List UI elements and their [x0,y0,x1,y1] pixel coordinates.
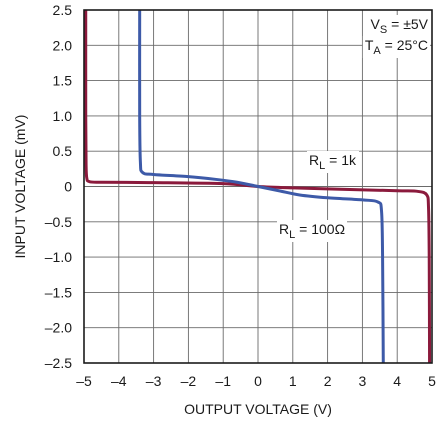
x-tick-label: 3 [359,373,367,389]
x-tick-label: 4 [393,373,401,389]
vs-annotation-bg [368,15,431,37]
vs-annotation: VS = ±5V [371,16,429,36]
rl-1k-annotation: RL = 1k [309,152,357,172]
series-lines [84,9,432,364]
y-tick-label: –1.5 [45,284,72,300]
series-line-rl-100 [138,9,385,364]
y-tick-label: –2.5 [45,355,72,371]
rl-100-annotation-bg [277,220,348,242]
y-tick-label: 2.0 [53,37,73,53]
y-tick-label: 0.5 [53,143,73,159]
y-tick-label: –1.0 [45,249,72,265]
x-tick-label: –1 [215,373,231,389]
y-tick-label: 1.0 [53,108,73,124]
rl-1k-annotation-bg [307,151,359,173]
rl-100-annotation: RL = 100Ω [279,221,345,241]
ta-annotation-bg [362,36,430,58]
x-tick-label: –3 [146,373,162,389]
y-tick-label: –0.5 [45,214,72,230]
ta-annotation: TA = 25°C [365,37,428,57]
x-tick-label: 0 [254,373,262,389]
y-tick-labels: 2.5 2.0 1.5 1.0 0.5 0 –0.5 –1.0 –1.5 –2.0 –2.5 [45,2,72,371]
y-tick-label: 2.5 [53,2,73,18]
x-tick-labels: –5 –4 –3 –2 –1 0 1 2 3 4 5 [76,373,436,389]
x-axis-label: OUTPUT VOLTAGE (V) [184,401,332,417]
y-tick-label: 0 [64,179,72,195]
x-tick-label: 2 [324,373,332,389]
x-tick-label: –5 [76,373,92,389]
plot-frame [83,9,433,364]
x-tick-label: –2 [181,373,197,389]
x-tick-label: 1 [289,373,297,389]
y-tick-label: –2.0 [45,320,72,336]
y-tick-label: 1.5 [53,73,73,89]
x-tick-label: –4 [111,373,127,389]
x-tick-label: 5 [428,373,436,389]
y-axis-label: INPUT VOLTAGE (mV) [12,115,28,259]
